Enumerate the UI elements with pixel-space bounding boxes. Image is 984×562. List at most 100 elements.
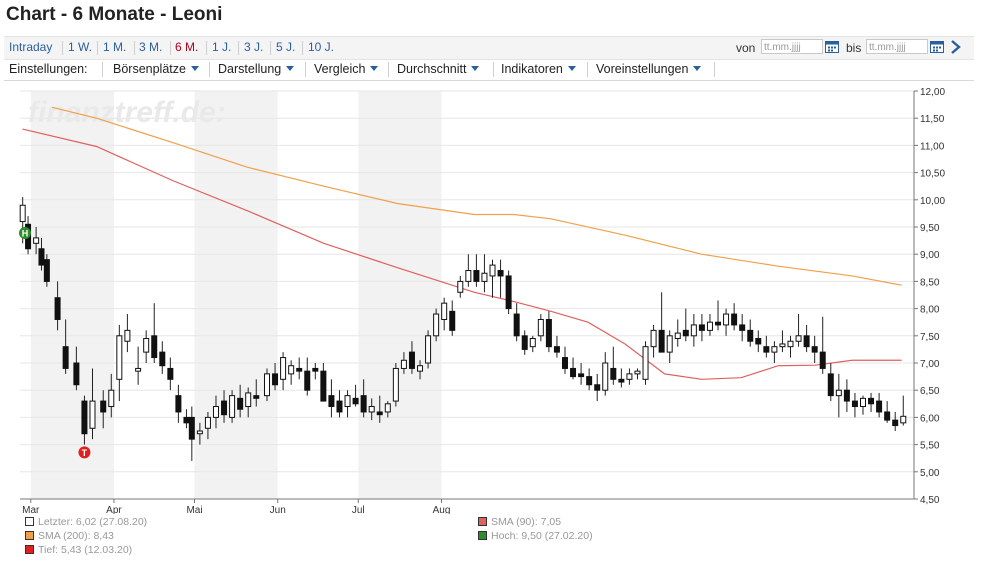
y-tick-label: 10,00 [920,196,945,207]
candle [272,373,279,386]
calendar-icon[interactable] [825,40,839,53]
legend-swatch [478,531,487,540]
menu-darstellung[interactable]: Darstellung [218,62,295,76]
candle [108,389,115,408]
candle [513,313,520,337]
candle [360,395,367,413]
tab-3y[interactable]: 3 J. [244,40,264,54]
tab-3m[interactable]: 3 M. [139,40,163,54]
candle [634,370,641,375]
calendar-icon[interactable] [930,40,944,53]
candle [151,335,158,359]
candle [900,415,907,424]
to-date-input[interactable]: tt.mm.jjjj [866,39,928,54]
y-tick-label: 7,50 [920,332,940,343]
candle [320,370,327,402]
candle [183,416,190,424]
candle [843,389,850,402]
price-chart[interactable]: finanztreff.de: H T 12,00 11,50 11,00 10,50 1… [0,84,984,514]
month-band [30,91,114,499]
candle [666,335,673,353]
candle [457,280,464,293]
candle [578,373,585,378]
divider [714,62,715,77]
candle [312,367,319,372]
month-band [194,91,278,499]
menu-vergleich[interactable]: Vergleich [314,62,379,76]
candle [304,370,311,391]
x-tick-label: Jun [270,505,286,514]
candle [715,321,722,326]
to-label: bis [846,41,862,55]
candle [602,362,609,391]
candle [731,313,738,326]
legend-swatch [25,517,34,526]
x-tick-label: Apr [106,505,122,514]
candle [618,378,625,383]
menu-label: Vergleich [314,62,366,76]
watermark: finanztreff.de: [28,96,226,129]
tab-1m[interactable]: 1 M. [103,40,127,54]
y-tick-label: 6,00 [920,413,940,424]
menu-indikatoren[interactable]: Indikatoren [501,62,576,76]
candle [384,403,391,413]
tab-6m[interactable]: 6 M. [175,40,199,54]
menu-label: Börsenplätze [113,62,186,76]
candle [537,318,544,337]
tab-1y[interactable]: 1 J. [212,40,232,54]
candle [124,329,131,342]
chevron-down-icon [190,66,199,71]
candle [755,338,762,345]
menu-label: Indikatoren [501,62,563,76]
candle [425,335,432,364]
candle [433,313,440,337]
candle [586,376,593,386]
range-toolbar: Intraday 1 W. 1 M. 3 M. 6 M. 1 J. 3 J. 5… [4,36,974,60]
menu-boersenplaetze[interactable]: Börsenplätze [113,62,199,76]
candle [196,430,203,435]
candle [221,400,228,416]
low-marker-label: T [82,448,88,458]
candle [561,357,568,369]
menu-voreinstellungen[interactable]: Voreinstellungen [596,62,702,76]
candle [690,324,697,337]
candle [497,270,504,277]
tab-5y[interactable]: 5 J. [276,40,296,54]
chevron-right-icon[interactable] [950,40,962,54]
candle [489,264,496,277]
from-date-input[interactable]: tt.mm.jjjj [761,39,823,54]
candle [263,373,270,397]
legend-text: Letzter: 6,02 (27.08.20) [38,516,148,528]
legend-swatch [25,545,34,554]
x-tick-label: Mai [186,505,202,514]
candle [747,329,754,342]
candle [54,297,61,320]
candle [449,310,456,331]
candle [229,395,236,418]
candle [296,367,303,372]
divider [206,41,207,55]
candle [336,400,343,413]
candle [763,346,770,353]
candle [253,395,260,399]
candle [505,275,512,310]
candle [352,397,359,405]
tab-intraday[interactable]: Intraday [9,40,53,54]
legend-sma200: SMA (200): 8,43 [25,530,114,542]
candle [175,395,182,413]
candle [473,270,480,282]
candle [811,346,818,353]
candle [465,270,472,282]
candle [328,395,335,408]
tab-10y[interactable]: 10 J. [308,40,335,54]
legend-text: SMA (200): 8,43 [38,530,114,542]
divider [305,62,306,77]
candle [835,389,842,397]
tab-1w[interactable]: 1 W. [68,40,93,54]
candle [642,346,649,380]
menu-durchschnitt[interactable]: Durchschnitt [397,62,480,76]
divider [302,41,303,55]
legend-last: Letzter: 6,02 (27.08.20) [25,516,147,528]
candle [884,411,891,421]
candle [38,248,45,266]
